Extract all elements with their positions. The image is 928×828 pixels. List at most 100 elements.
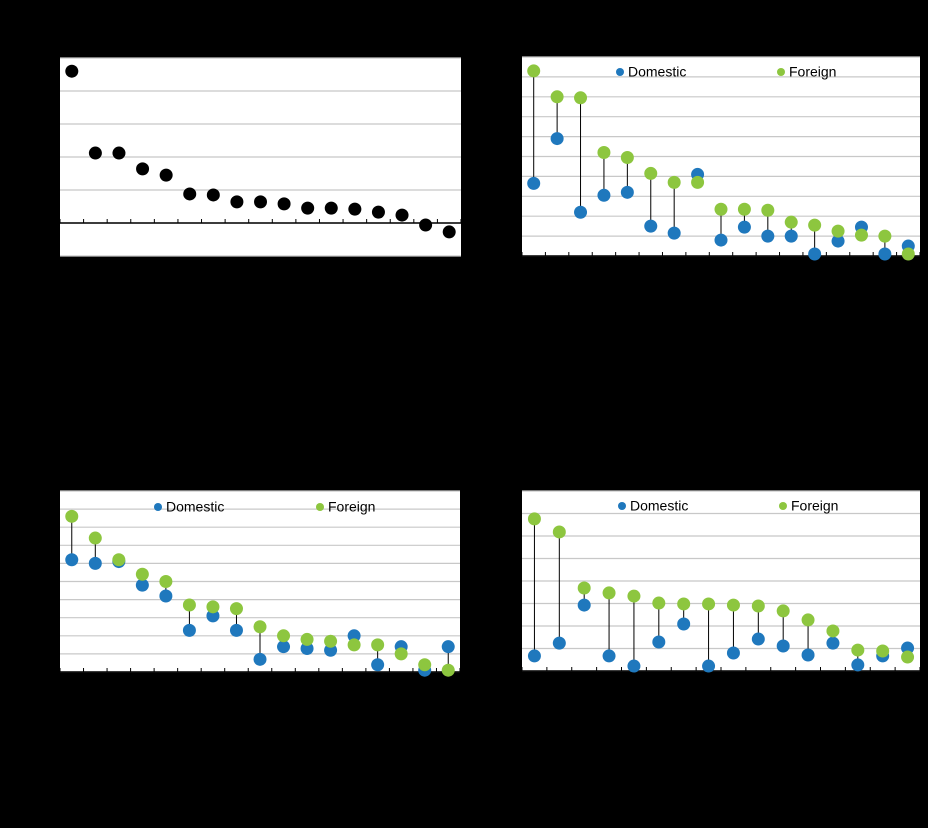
legend-marker <box>154 503 162 511</box>
dot <box>371 658 385 672</box>
legend-marker <box>777 68 785 76</box>
legend-label: Domestic <box>166 499 224 515</box>
dot <box>441 640 455 654</box>
dot <box>714 202 728 216</box>
dot <box>229 602 243 616</box>
dot <box>577 581 591 595</box>
dot <box>206 600 220 614</box>
dot <box>597 146 611 160</box>
dot <box>901 247 915 261</box>
dot <box>602 586 616 600</box>
dot <box>776 604 790 618</box>
dot <box>277 197 291 211</box>
dot <box>702 659 716 673</box>
dot <box>574 205 588 219</box>
dot <box>854 228 868 242</box>
legend-label: Domestic <box>630 498 688 514</box>
legend-label: Foreign <box>789 64 836 80</box>
dot <box>826 636 840 650</box>
legend-label: Foreign <box>328 499 375 515</box>
dot <box>644 219 658 233</box>
dot <box>441 663 455 677</box>
dot <box>135 578 149 592</box>
legend-label: Domestic <box>628 64 686 80</box>
dot <box>253 620 267 634</box>
dot <box>552 636 566 650</box>
legend-marker <box>316 503 324 511</box>
dot <box>737 220 751 234</box>
dot <box>577 598 591 612</box>
dot <box>277 640 291 654</box>
dot <box>627 659 641 673</box>
dot <box>418 658 432 672</box>
dot <box>206 188 220 202</box>
legend-marker <box>618 502 626 510</box>
legend-marker <box>616 68 624 76</box>
dot <box>876 644 890 658</box>
dot <box>88 556 102 570</box>
dot <box>229 623 243 637</box>
dot <box>801 648 815 662</box>
dot <box>254 195 267 209</box>
dot <box>667 175 681 189</box>
dot <box>527 649 541 663</box>
dot <box>726 598 740 612</box>
legend-marker <box>779 502 787 510</box>
dot <box>159 575 173 588</box>
dot <box>88 531 102 545</box>
dot <box>550 90 564 104</box>
dot <box>253 652 267 666</box>
dot <box>677 597 691 611</box>
dot <box>552 525 566 539</box>
dot <box>347 629 361 643</box>
dot <box>395 208 409 222</box>
dot <box>88 146 102 160</box>
dot <box>831 234 845 248</box>
dot <box>776 639 790 653</box>
dot <box>442 225 456 239</box>
dot <box>602 649 616 663</box>
legend-label: Foreign <box>791 498 838 514</box>
dot <box>831 224 845 238</box>
dot <box>620 150 634 164</box>
dot <box>761 203 775 217</box>
dot <box>851 658 865 672</box>
dot <box>527 176 541 190</box>
dot <box>230 195 244 209</box>
dot <box>784 215 798 229</box>
dot <box>627 589 641 603</box>
dot <box>751 632 765 646</box>
dot <box>901 641 915 655</box>
dot <box>808 247 822 261</box>
dot <box>65 509 79 523</box>
dot <box>159 168 173 182</box>
dot <box>135 567 149 581</box>
dot <box>667 226 681 240</box>
dot <box>136 162 150 176</box>
dot <box>784 229 798 243</box>
dot <box>808 218 822 232</box>
dot <box>324 643 338 657</box>
dot <box>65 64 79 78</box>
dot <box>597 188 611 202</box>
dot <box>652 596 666 610</box>
dot <box>620 185 634 199</box>
dot <box>300 632 314 646</box>
dot <box>182 623 196 637</box>
dot <box>851 643 865 657</box>
dot <box>348 202 362 216</box>
dot <box>691 175 705 189</box>
dot <box>65 553 79 567</box>
dot <box>714 233 728 247</box>
dot <box>112 553 126 567</box>
dot <box>726 646 740 660</box>
dot <box>737 202 751 216</box>
dot <box>300 641 314 655</box>
dot <box>878 229 892 243</box>
dot <box>761 229 775 243</box>
dot <box>652 635 666 649</box>
dot <box>826 624 840 638</box>
dot <box>527 64 541 78</box>
dot <box>394 647 408 661</box>
